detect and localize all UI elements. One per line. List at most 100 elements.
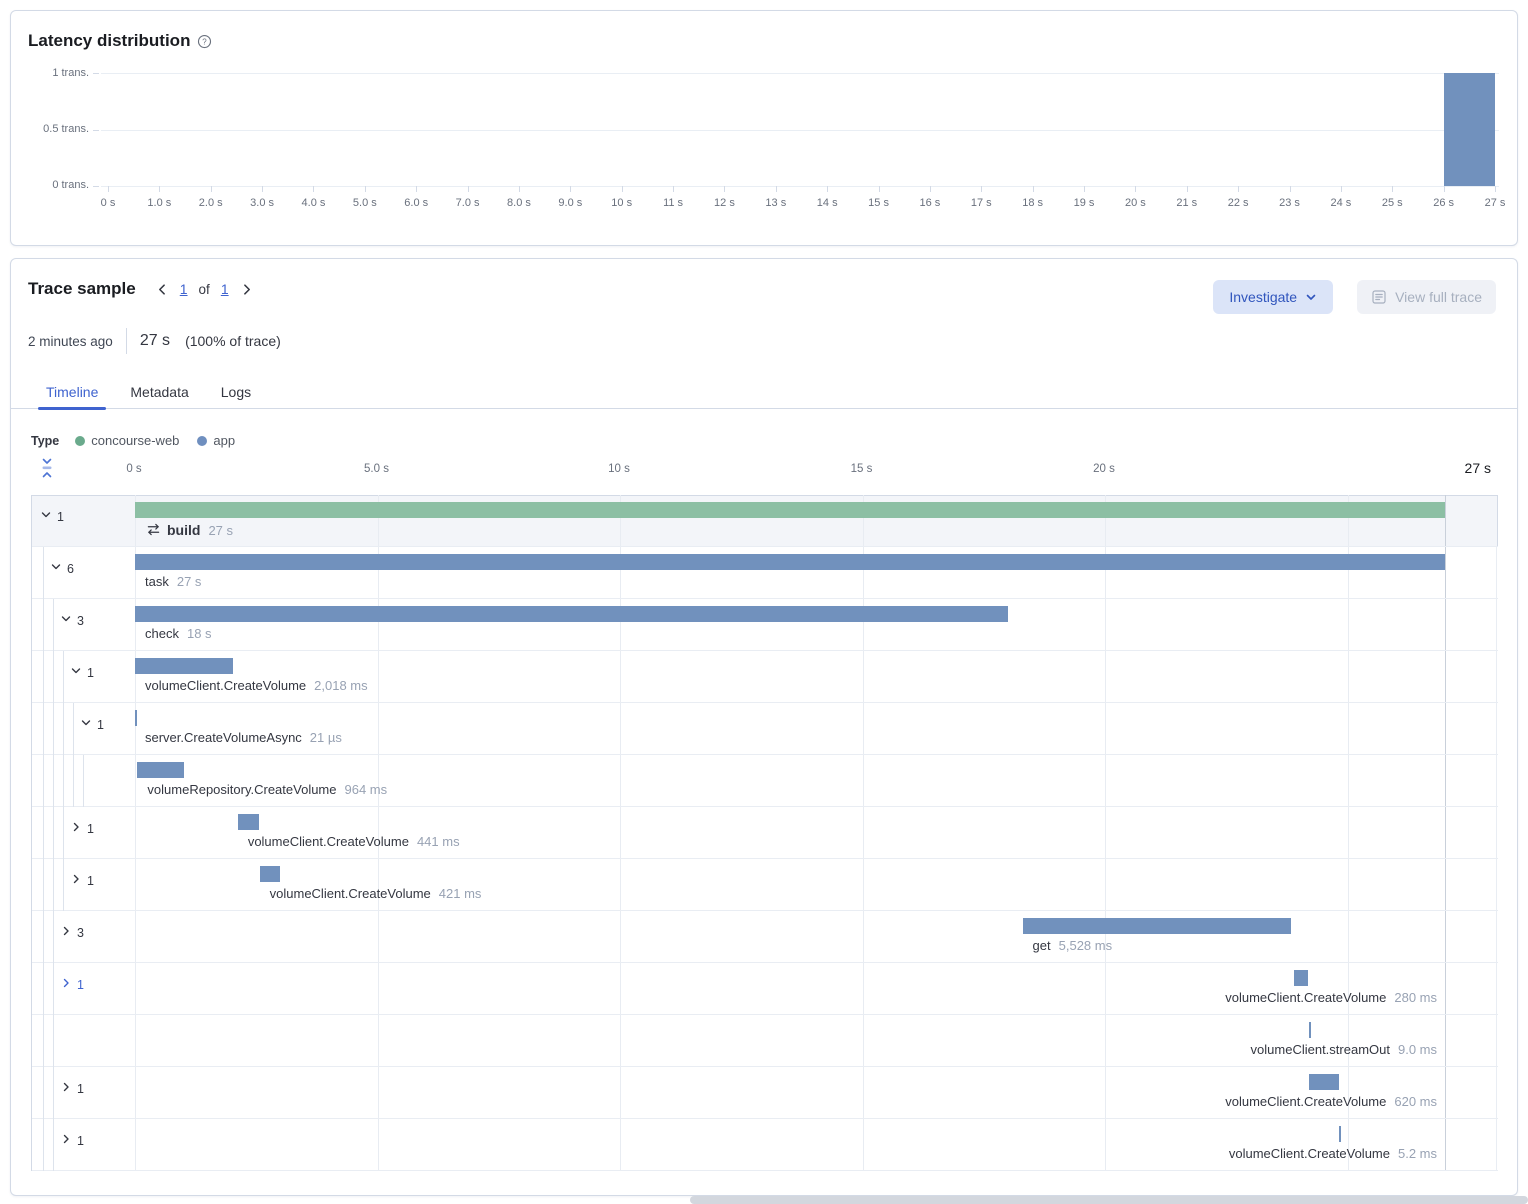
x-axis-tick bbox=[1135, 186, 1137, 192]
latency-histogram[interactable]: 0 s 1.0 s 2.0 s 3.0 s 4.0 s 5.0 s 6.0 s 7.0 s 8.… bbox=[93, 73, 1505, 209]
legend-item-app: app bbox=[197, 433, 235, 448]
horizontal-scrollbar[interactable] bbox=[690, 1196, 1528, 1204]
child-count: 1 bbox=[57, 509, 64, 524]
span-bar[interactable] bbox=[135, 710, 137, 726]
span-label[interactable]: build 27 s bbox=[147, 522, 233, 538]
span-label[interactable]: volumeClient.CreateVolume 5.2 ms bbox=[1229, 1146, 1437, 1161]
x-axis-tick-label: 10 s bbox=[611, 197, 633, 209]
row-expand-toggle[interactable]: 6 bbox=[50, 561, 74, 576]
x-axis-tick-label: 13 s bbox=[765, 197, 787, 209]
x-axis-tick-label: 20 s bbox=[1124, 197, 1146, 209]
next-trace-button[interactable] bbox=[240, 283, 253, 296]
row-expand-toggle[interactable]: 1 bbox=[70, 821, 94, 836]
row-expand-toggle[interactable]: 1 bbox=[40, 509, 64, 524]
span-bar[interactable] bbox=[1294, 970, 1308, 986]
hierarchy-guide-line bbox=[53, 599, 54, 651]
tab-metadata[interactable]: Metadata bbox=[122, 363, 196, 409]
timeline-gridline bbox=[862, 495, 864, 1171]
span-label[interactable]: volumeClient.CreateVolume 2,018 ms bbox=[145, 678, 368, 693]
timeline-gridline bbox=[135, 495, 136, 1171]
chevron-right-icon bbox=[70, 873, 82, 888]
span-bar[interactable] bbox=[135, 658, 233, 674]
span-label[interactable]: task 27 s bbox=[145, 574, 201, 589]
x-axis-tick-label: 3.0 s bbox=[250, 197, 275, 209]
gridline bbox=[101, 129, 1499, 131]
span-bar[interactable] bbox=[259, 866, 281, 882]
x-axis-tick-label: 22 s bbox=[1227, 197, 1249, 209]
trace-sample-title: Trace sample bbox=[28, 279, 136, 298]
x-axis-tick bbox=[262, 186, 264, 192]
trace-percent-of-trace: (100% of trace) bbox=[185, 333, 281, 349]
span-label[interactable]: volumeClient.CreateVolume 421 ms bbox=[270, 886, 482, 901]
span-label[interactable]: volumeClient.CreateVolume 620 ms bbox=[1225, 1094, 1437, 1109]
x-axis-tick-label: 25 s bbox=[1381, 197, 1403, 209]
x-axis-tick bbox=[1340, 186, 1342, 192]
span-bar[interactable] bbox=[237, 814, 260, 830]
tab-timeline[interactable]: Timeline bbox=[38, 363, 107, 410]
hierarchy-guide-line bbox=[53, 651, 54, 703]
span-bar[interactable] bbox=[135, 606, 1008, 622]
span-bar[interactable] bbox=[135, 502, 1445, 518]
x-axis-tick-label: 16 s bbox=[919, 197, 941, 209]
x-axis-tick-label: 27 s bbox=[1484, 197, 1506, 209]
x-axis-tick bbox=[518, 186, 520, 192]
chevron-down-icon bbox=[60, 613, 72, 628]
row-expand-toggle[interactable]: 1 bbox=[70, 665, 94, 680]
waterfall-row: 1 volumeClient.CreateVolume 280 ms bbox=[32, 963, 1498, 1015]
span-bar[interactable] bbox=[1022, 918, 1291, 934]
child-count: 1 bbox=[87, 873, 94, 888]
waterfall-row: 1 build 27 s bbox=[32, 495, 1498, 547]
span-bar[interactable] bbox=[1308, 1022, 1311, 1038]
span-bar[interactable] bbox=[1339, 1126, 1342, 1142]
child-count: 6 bbox=[67, 561, 74, 576]
row-expand-toggle[interactable]: 1 bbox=[60, 977, 84, 992]
span-name: volumeClient.CreateVolume bbox=[1225, 990, 1387, 1005]
span-label[interactable]: volumeClient.CreateVolume 441 ms bbox=[248, 834, 460, 849]
total-pages-link[interactable]: 1 bbox=[220, 281, 229, 297]
span-bar[interactable] bbox=[137, 762, 185, 778]
span-label[interactable]: volumeRepository.CreateVolume 964 ms bbox=[147, 782, 387, 797]
child-count: 1 bbox=[77, 1081, 84, 1096]
span-name: volumeClient.CreateVolume bbox=[1228, 1146, 1390, 1161]
child-count: 1 bbox=[97, 717, 104, 732]
latency-panel-title: Latency distribution bbox=[28, 31, 191, 50]
hierarchy-guide-line bbox=[63, 859, 64, 911]
investigate-button[interactable]: Investigate bbox=[1213, 280, 1334, 314]
span-label[interactable]: check 18 s bbox=[145, 626, 212, 641]
row-expand-toggle[interactable]: 3 bbox=[60, 925, 84, 940]
span-bar[interactable] bbox=[135, 554, 1445, 570]
span-label[interactable]: volumeClient.streamOut 9.0 ms bbox=[1251, 1042, 1437, 1057]
hierarchy-guide-line bbox=[43, 807, 44, 859]
row-expand-toggle[interactable]: 3 bbox=[60, 613, 84, 628]
row-expand-toggle[interactable]: 1 bbox=[60, 1081, 84, 1096]
collapse-all-icon[interactable] bbox=[39, 457, 55, 482]
span-bar[interactable] bbox=[1308, 1074, 1339, 1090]
latency-panel-header: Latency distribution ? bbox=[28, 31, 212, 51]
row-expand-toggle[interactable]: 1 bbox=[70, 873, 94, 888]
tab-logs[interactable]: Logs bbox=[213, 363, 259, 409]
row-expand-toggle[interactable]: 1 bbox=[80, 717, 104, 732]
current-page-link[interactable]: 1 bbox=[179, 281, 188, 297]
hierarchy-guide-line bbox=[43, 651, 44, 703]
span-label[interactable]: server.CreateVolumeAsync 21 µs bbox=[145, 730, 342, 745]
prev-trace-button[interactable] bbox=[156, 283, 169, 296]
chevron-down-icon bbox=[70, 665, 82, 680]
x-axis-tick bbox=[929, 186, 931, 192]
timeline-axis-label: 20 s bbox=[1093, 463, 1115, 475]
child-count: 1 bbox=[87, 665, 94, 680]
x-axis-tick bbox=[1032, 186, 1034, 192]
x-axis-tick-label: 1.0 s bbox=[147, 197, 172, 209]
span-label[interactable]: get 5,528 ms bbox=[1033, 938, 1113, 953]
hierarchy-guide-line bbox=[43, 703, 44, 755]
histogram-bar[interactable] bbox=[1443, 73, 1495, 186]
view-full-trace-button[interactable]: View full trace bbox=[1357, 280, 1496, 314]
x-axis-tick-label: 8.0 s bbox=[507, 197, 531, 209]
x-axis-tick bbox=[416, 186, 418, 192]
trace-meta-row: 2 minutes ago 27 s (100% of trace) bbox=[28, 327, 281, 355]
help-icon[interactable]: ? bbox=[197, 34, 212, 49]
pagination-of-label: of bbox=[198, 281, 210, 297]
x-axis-tick-label: 9.0 s bbox=[558, 197, 583, 209]
span-label[interactable]: volumeClient.CreateVolume 280 ms bbox=[1225, 990, 1437, 1005]
timeline-end-label: 27 s bbox=[1464, 460, 1491, 476]
row-expand-toggle[interactable]: 1 bbox=[60, 1133, 84, 1148]
